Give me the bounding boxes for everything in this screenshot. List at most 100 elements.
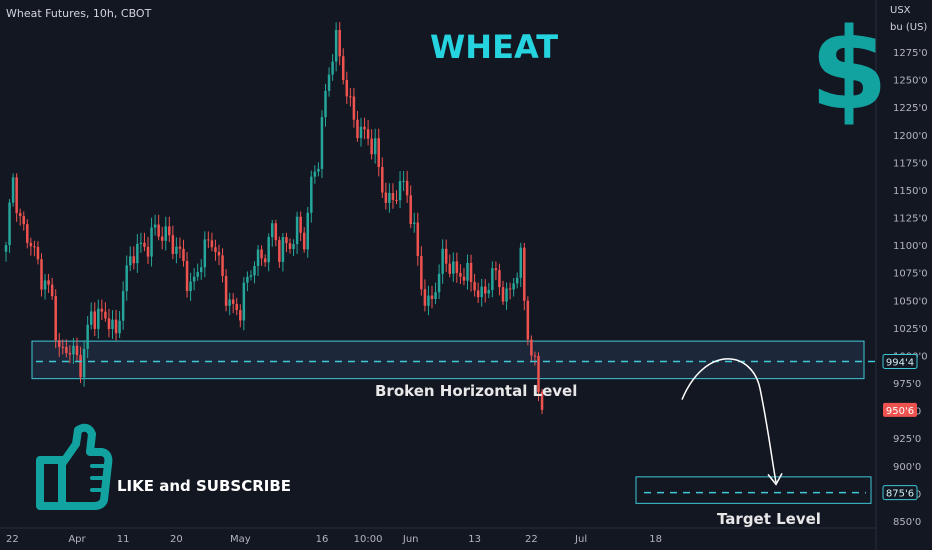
- arrow-head: [767, 473, 783, 486]
- candle-body: [295, 216, 299, 245]
- thumbs-up-icon: [36, 423, 113, 510]
- candle-body: [221, 255, 224, 276]
- candle-body: [530, 339, 533, 356]
- candle-body: [526, 300, 530, 340]
- candle-body: [171, 235, 175, 254]
- candle-body: [253, 266, 256, 276]
- candle-body: [476, 290, 480, 298]
- candle-body: [203, 239, 207, 268]
- candle-body: [274, 223, 278, 241]
- candle-body: [313, 171, 317, 177]
- candle-body: [285, 237, 288, 244]
- candle-body: [271, 223, 274, 238]
- chart-title: WHEAT: [430, 28, 559, 66]
- candle-body: [65, 346, 68, 354]
- candle-body: [146, 246, 150, 257]
- y-tick-label: 1100'0: [893, 241, 928, 252]
- broken-level-zone: [31, 340, 865, 380]
- candle-body: [260, 249, 263, 259]
- candle-body: [288, 243, 292, 249]
- candle-body: [249, 275, 253, 277]
- y-tick-label: 1150'0: [893, 186, 928, 197]
- candle-body: [359, 126, 363, 139]
- candle-body: [413, 222, 416, 224]
- candle-body: [160, 236, 164, 241]
- candle-body: [125, 265, 128, 292]
- like-subscribe-label: LIKE and SUBSCRIBE: [117, 477, 292, 495]
- candle-body: [356, 119, 359, 139]
- candle-body: [182, 248, 185, 261]
- candle-body: [455, 261, 459, 273]
- candle-body: [97, 308, 100, 329]
- candle-body: [22, 216, 25, 225]
- candle-body: [100, 308, 104, 312]
- candle-body: [231, 299, 235, 304]
- candle-body: [416, 222, 420, 257]
- price-tag: [883, 402, 917, 417]
- x-tick-label: Jul: [574, 534, 587, 545]
- candle-body: [302, 232, 306, 250]
- candle-body: [40, 259, 43, 290]
- candle-body: [462, 276, 466, 281]
- candle-body: [331, 61, 334, 75]
- candle-body: [310, 176, 313, 213]
- x-tick-label: 11: [117, 534, 130, 545]
- candle-body: [537, 355, 540, 393]
- candle-body: [89, 311, 93, 325]
- candle-body: [345, 80, 349, 97]
- candle-body: [168, 226, 171, 236]
- candle-body: [444, 248, 448, 264]
- candle-body: [256, 249, 260, 267]
- candle-body: [381, 166, 384, 193]
- candle-body: [235, 303, 238, 311]
- candle-body: [11, 177, 15, 203]
- candle-body: [150, 227, 153, 257]
- y-tick-label: 1050'0: [893, 296, 928, 307]
- candle-body: [228, 299, 231, 306]
- price-tag-label: 950'6: [886, 406, 914, 417]
- candle-body: [501, 287, 505, 302]
- candle-body: [427, 295, 430, 306]
- candle-body: [114, 319, 118, 334]
- candle-body: [441, 248, 444, 274]
- candle-body: [373, 138, 377, 155]
- candle-body: [192, 276, 196, 282]
- candle-body: [395, 200, 398, 202]
- candle-body: [306, 212, 309, 250]
- candle-body: [72, 345, 75, 355]
- candle-body: [533, 355, 537, 357]
- candle-body: [423, 289, 427, 306]
- candle-body: [473, 281, 476, 291]
- candle-body: [43, 280, 47, 290]
- candle-body: [437, 273, 441, 293]
- candle-body: [157, 224, 160, 237]
- candle-body: [349, 96, 352, 98]
- x-tick-label: May: [230, 534, 251, 545]
- candle-body: [292, 244, 295, 249]
- target-zone: [635, 476, 872, 504]
- x-tick-label: Apr: [68, 534, 86, 545]
- candle-body: [540, 392, 544, 410]
- candle-body: [15, 177, 18, 214]
- x-tick-label: 20: [170, 534, 183, 545]
- y-tick-label: 1250'0: [893, 76, 928, 87]
- candle-body: [278, 240, 281, 262]
- symbol-header: Wheat Futures, 10h, CBOT: [6, 7, 152, 20]
- candle-body: [342, 56, 345, 81]
- candle-body: [480, 286, 483, 298]
- price-tag-label: 994'4: [886, 358, 914, 369]
- candle-body: [18, 213, 22, 217]
- candle-body: [384, 192, 388, 203]
- x-tick-label: Jun: [402, 534, 419, 545]
- candle-body: [164, 226, 167, 241]
- candle-body: [508, 288, 512, 290]
- x-tick-label: 16: [316, 534, 329, 545]
- candle-body: [338, 30, 341, 57]
- y-tick-label: 1025'0: [893, 324, 928, 335]
- candle-body: [388, 192, 391, 203]
- candle-body: [93, 311, 96, 329]
- candle-body: [377, 138, 380, 167]
- candle-body: [58, 340, 61, 347]
- candle-body: [402, 180, 405, 182]
